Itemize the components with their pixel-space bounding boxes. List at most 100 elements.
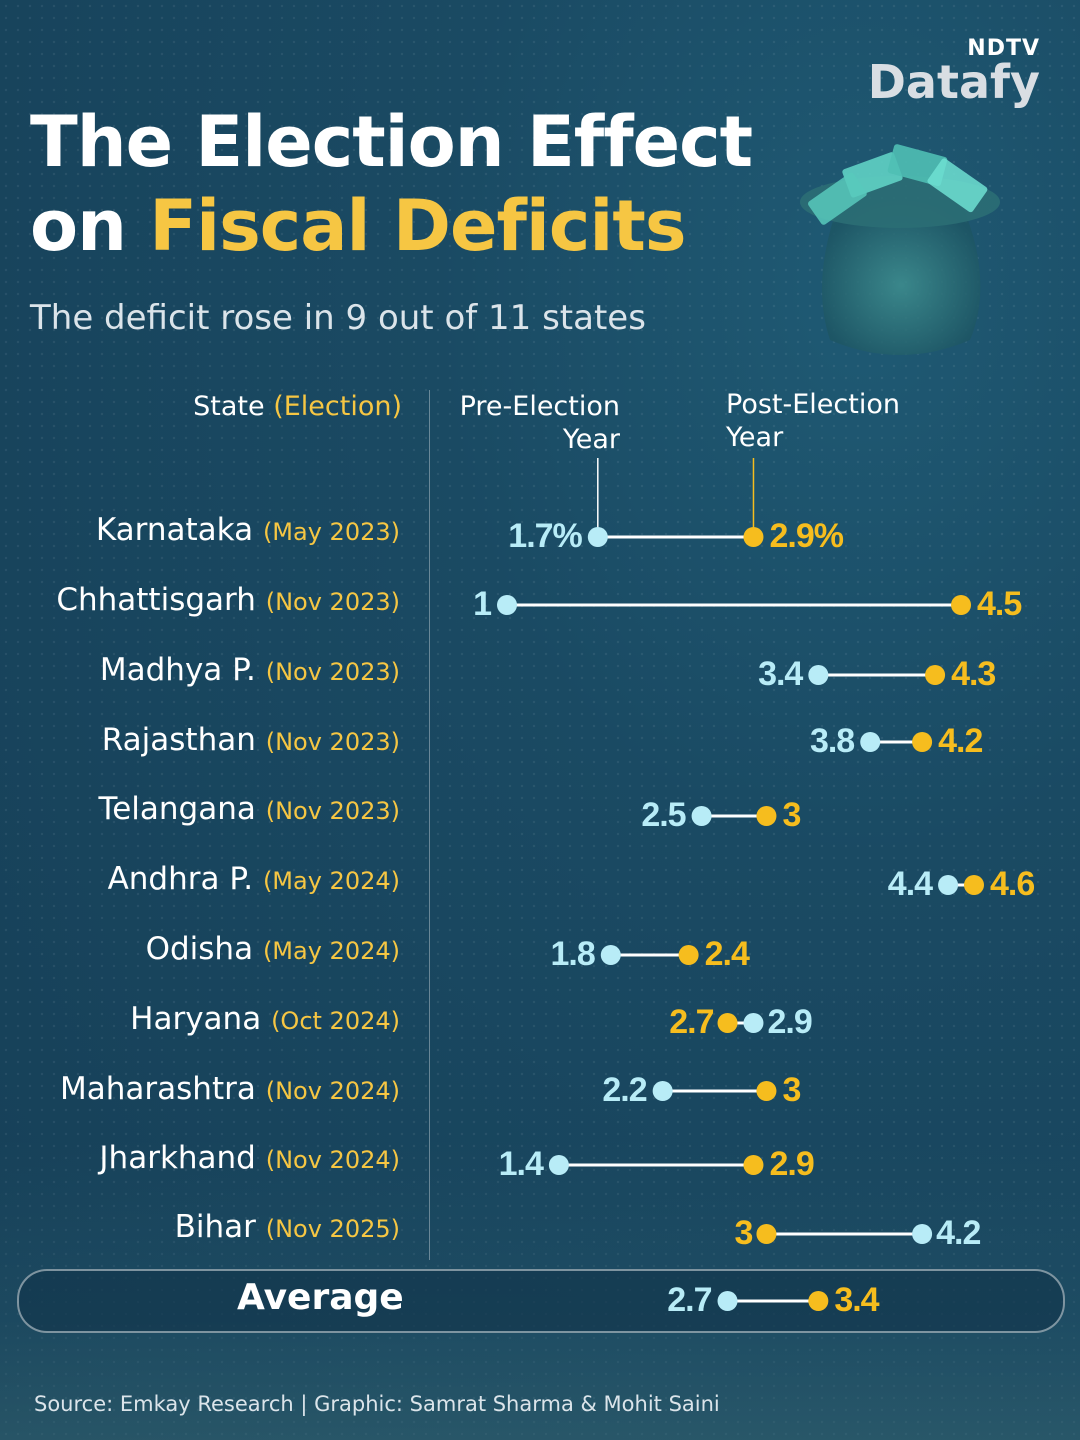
row-4-pre-label: 2.5	[641, 796, 685, 834]
row-7-post-dot	[717, 1013, 738, 1033]
row-2-pre-label: 3.4	[758, 655, 803, 693]
title-highlight: Fiscal Deficits	[149, 185, 686, 267]
row-0-pre-dot	[587, 527, 608, 547]
state-name: Andhra P.	[107, 861, 263, 897]
average-pre-dot	[717, 1291, 738, 1311]
brand-ndtv: NDTV	[967, 36, 1040, 61]
row-9-post-label: 2.9	[769, 1145, 813, 1183]
state-election-date: (Nov 2025)	[265, 1215, 400, 1243]
header-state-label: State	[193, 391, 274, 422]
subtitle: The deficit rose in 9 out of 11 states	[30, 298, 646, 338]
row-5-post-dot	[964, 875, 984, 895]
state-election-date: (May 2023)	[262, 518, 400, 546]
state-label: Odisha (May 2024)	[0, 931, 400, 967]
page-title: The Election Effect on Fiscal Deficits	[30, 100, 753, 268]
row-5-pre-dot	[938, 875, 959, 895]
state-name: Karnataka	[95, 512, 263, 548]
state-name: Chhattisgarh	[56, 582, 266, 618]
row-10-post-label: 3	[735, 1214, 753, 1252]
state-label: Bihar (Nov 2025)	[0, 1209, 400, 1245]
header-pre-line-2: Year	[562, 424, 620, 455]
row-7-pre-dot	[743, 1013, 764, 1033]
row-9-post-dot	[743, 1155, 764, 1175]
row-9-pre-label: 1.4	[499, 1145, 544, 1183]
state-election-date: (May 2024)	[262, 937, 400, 965]
state-name: Bihar	[174, 1209, 266, 1245]
header-post-election: Post-Election Year	[726, 388, 900, 454]
brand-logo: NDTV Datafy	[867, 36, 1040, 109]
row-8-post-dot	[756, 1081, 777, 1101]
state-election-date: (Nov 2024)	[265, 1146, 400, 1174]
state-name: Madhya P.	[99, 652, 266, 688]
row-4-pre-dot	[691, 806, 712, 826]
row-0-post-dot	[743, 527, 764, 547]
row-5-pre-label: 4.4	[888, 865, 933, 903]
row-10-post-dot	[756, 1224, 777, 1244]
money-bag-icon	[800, 144, 1000, 355]
header-pre-election: Pre-Election Year	[460, 390, 620, 456]
title-line-2: on Fiscal Deficits	[30, 184, 752, 268]
average-label: Average	[237, 1277, 404, 1318]
row-10-pre-label: 4.2	[936, 1214, 980, 1252]
state-label: Haryana (Oct 2024)	[0, 1001, 400, 1037]
row-2-post-label: 4.3	[951, 655, 995, 693]
state-election-date: (Nov 2023)	[265, 797, 400, 825]
row-0-pre-label: 1.7%	[508, 517, 582, 555]
state-election-date: (Oct 2024)	[271, 1007, 400, 1035]
row-8-pre-label: 2.2	[602, 1071, 646, 1109]
state-election-date: (Nov 2023)	[265, 658, 400, 686]
state-election-date: (May 2024)	[262, 867, 400, 895]
row-6-post-dot	[678, 945, 699, 965]
row-8-pre-dot	[652, 1081, 673, 1101]
row-9-pre-dot	[548, 1155, 569, 1175]
row-7-pre-label: 2.9	[767, 1003, 811, 1041]
brand-datafy: Datafy	[867, 55, 1040, 109]
title-line-1: The Election Effect	[30, 101, 753, 183]
state-label: Telangana (Nov 2023)	[0, 791, 400, 827]
row-1-pre-label: 1	[473, 585, 491, 623]
column-divider	[429, 390, 430, 1260]
header-pre-line-1: Pre-Election	[459, 391, 620, 422]
state-election-date: (Nov 2023)	[265, 588, 400, 616]
state-label: Maharashtra (Nov 2024)	[0, 1071, 400, 1107]
row-3-post-dot	[912, 732, 933, 752]
state-name: Maharashtra	[60, 1071, 266, 1107]
title-prefix: on	[30, 185, 150, 267]
row-5-post-label: 4.6	[990, 865, 1034, 903]
state-name: Haryana	[130, 1001, 272, 1037]
header-election-label: (Election)	[273, 391, 402, 422]
row-3-post-label: 4.2	[938, 722, 982, 760]
row-1-post-dot	[951, 595, 972, 615]
row-2-post-dot	[925, 665, 946, 685]
state-label: Andhra P. (May 2024)	[0, 861, 400, 897]
state-name: Odisha	[145, 931, 263, 967]
row-6-post-label: 2.4	[705, 935, 750, 973]
state-name: Rajasthan	[101, 722, 266, 758]
state-election-date: (Nov 2024)	[265, 1077, 400, 1105]
row-3-pre-label: 3.8	[810, 722, 854, 760]
row-6-pre-dot	[600, 945, 621, 965]
row-6-pre-label: 1.8	[551, 935, 595, 973]
source-credit: Source: Emkay Research | Graphic: Samrat…	[34, 1392, 720, 1416]
state-election-date: (Nov 2023)	[265, 728, 400, 756]
header-post-line-2: Year	[726, 422, 784, 453]
header-state: State (Election)	[193, 390, 402, 423]
average-post-dot	[808, 1291, 829, 1311]
average-pre-label: 2.7	[667, 1281, 711, 1319]
state-label: Chhattisgarh (Nov 2023)	[0, 582, 400, 618]
state-label: Karnataka (May 2023)	[0, 512, 400, 548]
row-10-pre-dot	[912, 1224, 933, 1244]
row-3-pre-dot	[860, 732, 881, 752]
average-post-label: 3.4	[834, 1281, 879, 1319]
row-7-post-label: 2.7	[669, 1003, 713, 1041]
state-label: Madhya P. (Nov 2023)	[0, 652, 400, 688]
state-label: Jharkhand (Nov 2024)	[0, 1140, 400, 1176]
state-name: Jharkhand	[99, 1140, 266, 1176]
average-row-box	[17, 1269, 1065, 1333]
state-label: Rajasthan (Nov 2023)	[0, 722, 400, 758]
row-4-post-label: 3	[782, 796, 800, 834]
row-1-post-label: 4.5	[977, 585, 1021, 623]
row-4-post-dot	[756, 806, 777, 826]
row-2-pre-dot	[808, 665, 829, 685]
